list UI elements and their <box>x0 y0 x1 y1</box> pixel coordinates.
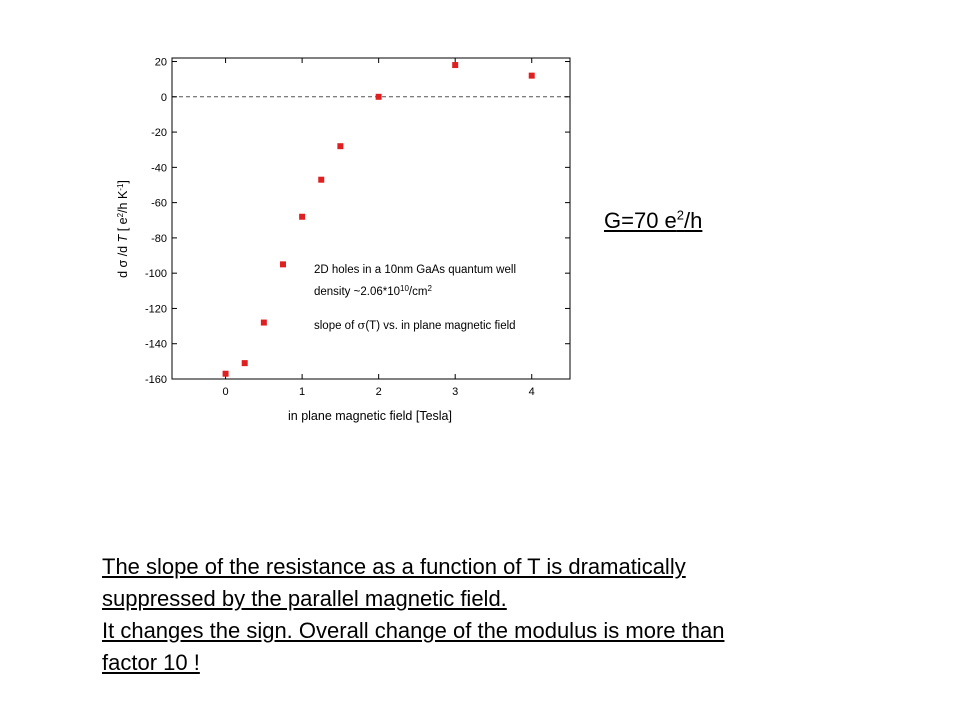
conductance-label: G=70 e2/h <box>604 207 703 233</box>
data-point <box>337 143 344 150</box>
data-point <box>260 319 267 326</box>
data-point <box>299 213 306 220</box>
y-tick-label: 0 <box>161 92 167 104</box>
x-tick-label: 4 <box>529 386 535 398</box>
y-tick-label: -100 <box>145 268 167 280</box>
caption-line: The slope of the resistance as a functio… <box>102 554 686 579</box>
x-axis-label: in plane magnetic field [Tesla] <box>288 409 452 423</box>
data-points <box>222 62 535 377</box>
data-point <box>528 72 535 79</box>
y-tick-label: -20 <box>151 127 167 139</box>
y-axis-ticks: 20 0 -20 -40 -60 -80 -100 -120 -140 -160 <box>145 57 570 386</box>
data-point <box>375 93 382 100</box>
data-point <box>279 261 286 268</box>
y-tick-label: -120 <box>145 303 167 315</box>
y-tick-label: -60 <box>151 198 167 210</box>
y-axis-label: d σ /d T [ e2/h K-1] <box>116 180 131 278</box>
annotation-line-1: 2D holes in a 10nm GaAs quantum well <box>314 264 516 276</box>
annotation-line-3: slope of σ(T) vs. in plane magnetic fiel… <box>314 318 516 332</box>
plot-frame <box>171 57 571 380</box>
annotation-line-2: density ~2.06*1010/cm2 <box>314 284 432 299</box>
caption-text: The slope of the resistance as a functio… <box>102 551 902 679</box>
caption-line: suppressed by the parallel magnetic fiel… <box>102 586 507 611</box>
caption-line: factor 10 ! <box>102 650 200 675</box>
x-tick-label: 0 <box>223 386 229 398</box>
x-axis-ticks: 0 1 2 3 4 <box>223 58 535 398</box>
y-tick-label: 20 <box>155 57 167 69</box>
y-tick-label: -80 <box>151 233 167 245</box>
data-point <box>241 360 248 367</box>
x-tick-label: 1 <box>299 386 305 398</box>
data-point <box>318 176 325 183</box>
x-tick-label: 3 <box>452 386 458 398</box>
y-tick-label: -40 <box>151 162 167 174</box>
data-point <box>452 62 459 69</box>
x-tick-label: 2 <box>376 386 382 398</box>
caption-line: It changes the sign. Overall change of t… <box>102 618 725 643</box>
y-tick-label: -160 <box>145 374 167 386</box>
y-tick-label: -140 <box>145 339 167 351</box>
data-point <box>222 370 229 377</box>
